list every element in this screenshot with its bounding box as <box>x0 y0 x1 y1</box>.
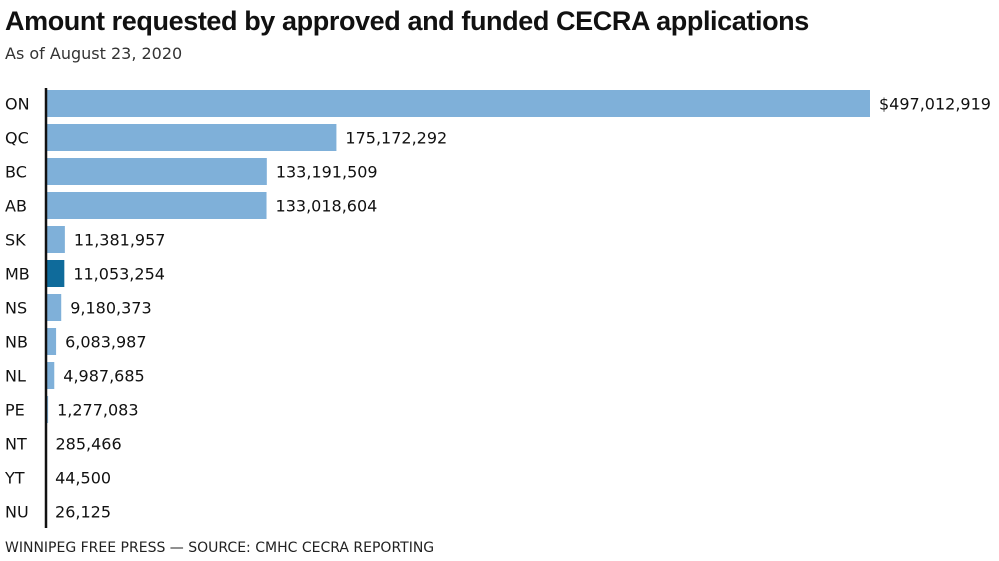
category-label-nu: NU <box>5 503 29 522</box>
category-label-ns: NS <box>5 299 27 318</box>
bar-nb <box>46 328 57 355</box>
value-label-sk: 11,381,957 <box>74 231 166 250</box>
bar-sk <box>46 226 65 253</box>
value-label-yt: 44,500 <box>55 469 111 488</box>
category-label-nb: NB <box>5 333 28 352</box>
value-label-on: $497,012,919 <box>879 95 991 114</box>
bar-ns <box>46 294 62 321</box>
value-label-mb: 11,053,254 <box>73 265 165 284</box>
value-label-bc: 133,191,509 <box>276 163 378 182</box>
category-label-sk: SK <box>5 231 26 250</box>
bar-bc <box>46 158 267 185</box>
bar-on <box>46 90 870 117</box>
value-label-nb: 6,083,987 <box>65 333 146 352</box>
category-label-nl: NL <box>5 367 26 386</box>
bar-nl <box>46 362 55 389</box>
category-label-qc: QC <box>5 129 29 148</box>
value-label-qc: 175,172,292 <box>345 129 447 148</box>
category-label-ab: AB <box>5 197 27 216</box>
bar-ab <box>46 192 267 219</box>
category-label-pe: PE <box>5 401 25 420</box>
category-label-bc: BC <box>5 163 27 182</box>
category-label-nt: NT <box>5 435 27 454</box>
chart-subtitle: As of August 23, 2020 <box>5 44 183 63</box>
chart-title: Amount requested by approved and funded … <box>5 6 809 36</box>
category-label-yt: YT <box>4 469 25 488</box>
value-label-ns: 9,180,373 <box>70 299 151 318</box>
bar-qc <box>46 124 337 151</box>
value-label-nl: 4,987,685 <box>63 367 144 386</box>
value-label-nt: 285,466 <box>55 435 121 454</box>
value-label-nu: 26,125 <box>55 503 111 522</box>
category-label-on: ON <box>5 95 30 114</box>
value-label-ab: 133,018,604 <box>276 197 378 216</box>
value-label-pe: 1,277,083 <box>57 401 138 420</box>
category-label-mb: MB <box>5 265 30 284</box>
bar-mb <box>46 260 65 287</box>
source-credit: WINNIPEG FREE PRESS — SOURCE: CMHC CECRA… <box>5 540 435 556</box>
